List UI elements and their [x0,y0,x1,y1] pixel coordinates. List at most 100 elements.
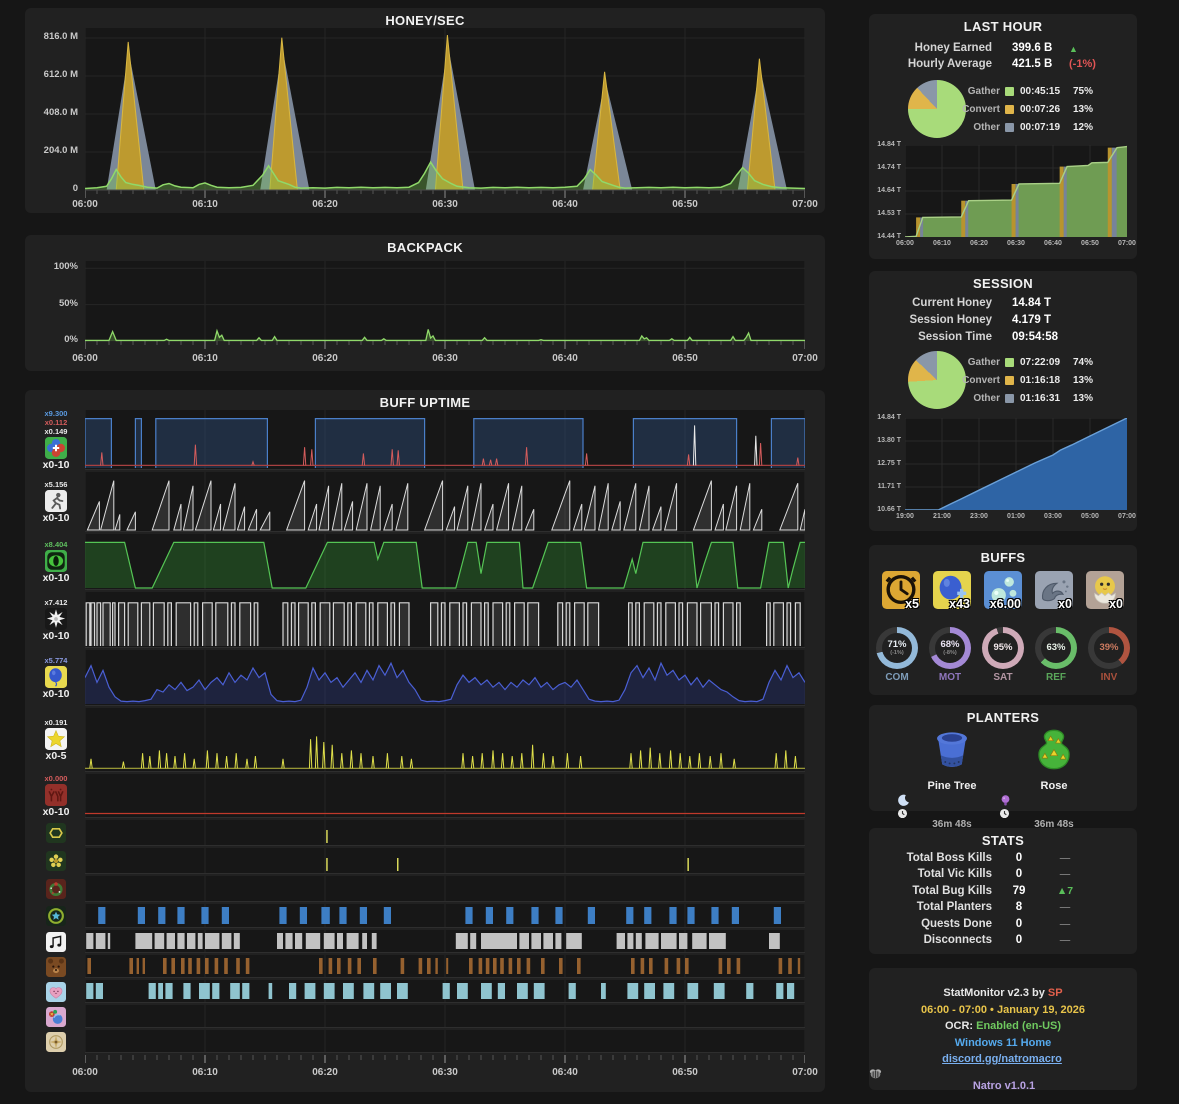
gauge-label: REF [1046,672,1066,683]
gauge-ring: 68% (-8%) [929,627,971,669]
legend-label: Convert [962,375,1000,386]
legend-percent: 75% [1073,86,1094,97]
footer-line: 06:00 - 07:00 • January 19, 2026 [869,1004,1137,1016]
current-honey-value: 14.84 T [1012,297,1051,309]
wave-buff-icon: x0 [1035,571,1073,611]
x-axis-label: 07:00 [792,199,818,210]
buff-multiplier-label: x7.412 [44,597,68,607]
burst-icon [45,607,67,630]
mini-x-label: 23:00 [970,513,988,520]
buff-multiplier: x0 [1109,597,1123,611]
gauge-value: 95% [993,642,1013,653]
legend-swatch [1005,123,1014,132]
session-honey-chart [905,418,1127,510]
heart-icon [46,981,66,1002]
x-axis-label: 06:30 [432,1067,458,1078]
discord-link[interactable]: discord.gg/natromacro [942,1053,1062,1065]
mini-y-label: 14.44 T [877,233,901,240]
legend-time: 07:22:09 [1020,357,1061,368]
mini-y-label: 14.84 T [877,414,901,421]
mini-y-label: 11.71 T [877,483,901,490]
gauge-ring: 39% [1088,627,1130,669]
bubble-buff-icon [984,571,1022,609]
rose-badge-icon [1001,795,1010,806]
mini-x-label: 07:00 [1118,240,1136,247]
y-axis-label: 612.0 M [43,69,78,81]
x-axis-label: 06:00 [72,1067,98,1078]
buff-range-label: x0-10 [42,458,70,471]
planter-name: Pine Tree [897,780,1007,807]
gauge-delta: (-1%) [890,650,904,656]
session-time-row: Session Time 09:54:58 [869,331,1137,345]
focus-icon [45,549,67,572]
pie-legend-row: Convert 01:16:18 13% [869,375,1137,387]
legend-swatch [1005,87,1014,96]
stat-label: Disconnects [923,934,992,946]
pie-legend-row: Gather 00:45:15 75% [869,86,1137,98]
stat-label: Total Boss Kills [906,852,992,864]
star-buff-icon [45,727,67,750]
gauge-mot: 68% (-8%) MOT [929,627,971,683]
buff-multiplier-label: x5.774 [44,655,68,665]
mini-y-label: 14.74 T [877,164,901,171]
y-axis-label: 0 [72,183,78,194]
gauge-value: 63% [1046,642,1066,653]
last-hour-title: LAST HOUR [963,19,1043,34]
footer-text: SP [1047,987,1063,999]
buffs-title: BUFFS [980,550,1026,565]
footer-text: Enabled (en-US) [976,1020,1062,1032]
mini-y-label: 10.66 T [877,506,901,513]
buff-row-chart [85,592,805,648]
buff-row-labels [30,930,82,953]
buff-gauges-row: 71% (-1%) COM 68% (-8%) MOT 95% SAT 63% REF 39% INV [869,627,1137,683]
planter-timer: 36m 48s [999,808,1109,832]
stat-row: Total Boss Kills 0 — [869,852,1137,866]
bubble-buff-icon: x6.00 [984,571,1022,611]
honey-earned-row: Honey Earned 399.6 B ▲ [869,42,1137,56]
footer-text: StatMonitor v2.3 by [943,987,1048,999]
buff-multiplier-label: x0.149 [44,426,68,436]
buff-row-labels [30,1005,82,1028]
gauge-inv: 39% INV [1088,627,1130,683]
current-honey-label: Current Honey [912,297,992,309]
gauge-value: 71% [887,639,907,650]
stat-label: Total Planters [916,901,992,914]
stat-value: 0 [1015,868,1023,881]
bear-icon [46,956,66,977]
mini-y-label: 14.84 T [877,141,901,148]
gauge-label: SAT [993,672,1013,683]
star-ring-icon [46,906,66,926]
gauge-label: MOT [938,672,962,683]
blue-boost-buff-icon [933,571,971,609]
stat-row: Quests Done 0 — [869,918,1137,932]
backpack-panel: BACKPACK 06:00 06:10 06:20 06:30 06:40 06:50 0… [25,235,825,371]
timer-icon [897,808,908,819]
session-honey-row: Session Honey 4.179 T [869,314,1137,328]
planters-title: PLANTERS [966,710,1040,725]
mini-x-label: 06:50 [1081,240,1099,247]
planter-name: Rose [999,780,1109,807]
buff-row-labels [30,848,82,874]
gauge-com: 71% (-1%) COM [876,627,918,683]
flower-badge-icon [46,851,66,871]
wave-buff-icon [1035,571,1073,609]
mini-x-label: 06:10 [933,240,951,247]
baby-love-buff-icon [1086,571,1124,609]
footer-text: 06:00 - 07:00 • January 19, 2026 [920,1003,1086,1016]
stat-row: Total Bug Kills 79 ▲7 [869,885,1137,899]
balloon-aura-icon [45,665,67,688]
x-axis-label: 07:00 [792,1067,818,1078]
buff-range-label: x0-10 [42,511,70,524]
stat-row: Total Planters 8 — [869,901,1137,915]
legend-time: 00:45:15 [1020,86,1061,97]
legend-percent: 13% [1073,375,1094,386]
bee-icon [869,1069,882,1079]
y-axis-label: 50% [58,297,78,309]
hazard-planter-icon [1038,729,1070,770]
planters-panel: PLANTERS Pine Tree 36m 48s Rose 36m 48s [869,705,1137,830]
y-axis-label: 816.0 M [43,31,78,43]
mini-y-label: 14.53 T [877,210,901,217]
buff-multiplier-label: x0.112 [44,417,68,427]
buff-row-chart [85,980,805,1003]
